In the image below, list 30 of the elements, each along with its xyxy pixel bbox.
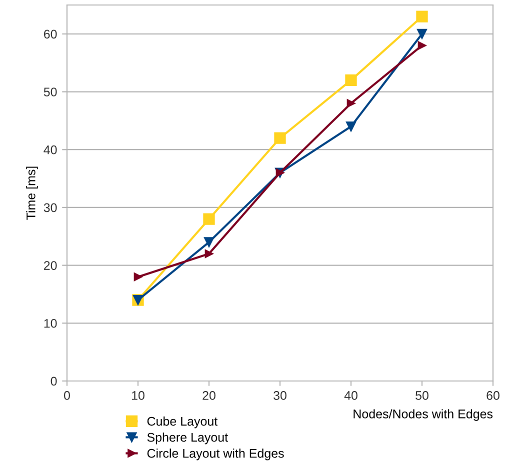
x-tick-label: 50 — [416, 391, 428, 400]
y-tick-label: 30 — [44, 203, 57, 212]
legend-label: Circle Layout with Edges — [147, 448, 284, 460]
legend-label: Sphere Layout — [147, 432, 228, 444]
point — [134, 272, 142, 282]
point — [274, 132, 286, 144]
point — [417, 28, 427, 39]
legend-label: Cube Layout — [147, 416, 218, 428]
y-tick-label: 20 — [44, 261, 57, 270]
y-axis-title: Time [ms] — [26, 166, 38, 220]
y-tick-label: 50 — [44, 88, 57, 96]
x-tick-label: 20 — [202, 391, 216, 400]
x-tick-label: 40 — [344, 391, 358, 400]
x-tick-label: 60 — [486, 391, 500, 400]
x-tick-label: 30 — [274, 391, 286, 400]
point — [346, 99, 356, 108]
point — [418, 41, 426, 50]
y-tick-label: 10 — [44, 318, 57, 328]
point — [346, 121, 356, 132]
point — [204, 237, 214, 248]
y-tick-label: 40 — [44, 145, 57, 154]
point — [204, 250, 214, 258]
x-axis-title: Nodes/Nodes with Edges — [354, 409, 493, 421]
x-tick-label: 0 — [64, 391, 70, 400]
point — [416, 10, 428, 22]
y-tick-label: 60 — [44, 30, 57, 39]
point — [203, 213, 215, 225]
y-tick-label: 0 — [50, 376, 57, 386]
point — [345, 74, 357, 86]
x-tick-label: 10 — [132, 391, 144, 400]
